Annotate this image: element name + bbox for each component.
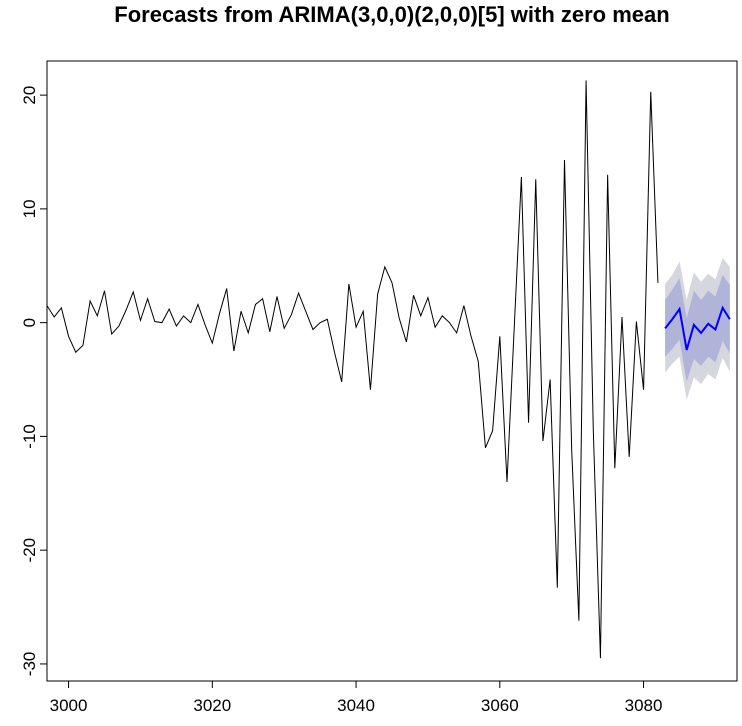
plot-frame [46, 60, 738, 682]
x-tick-label: 3040 [337, 696, 375, 715]
y-tick-label: 20 [20, 86, 39, 105]
y-tick-label: 0 [20, 318, 39, 327]
observed-series-line [46, 80, 659, 659]
x-tick-label: 3020 [193, 696, 231, 715]
chart-title: Forecasts from ARIMA(3,0,0)(2,0,0)[5] wi… [114, 2, 669, 27]
x-axis: 3000 3020 3040 3060 3080 [50, 681, 663, 715]
y-axis: -30 -20 -10 0 10 20 [20, 86, 47, 677]
y-tick-label: -30 [20, 652, 39, 677]
y-tick-label: -10 [20, 424, 39, 449]
y-tick-label: -20 [20, 538, 39, 563]
x-tick-label: 3000 [50, 696, 88, 715]
series-points [47, 80, 731, 659]
series-lines [46, 80, 731, 659]
forecast-series-line [664, 305, 731, 351]
x-tick-label: 3060 [481, 696, 519, 715]
plot-area [46, 60, 738, 682]
x-tick-label: 3080 [625, 696, 663, 715]
y-tick-label: 10 [20, 199, 39, 218]
